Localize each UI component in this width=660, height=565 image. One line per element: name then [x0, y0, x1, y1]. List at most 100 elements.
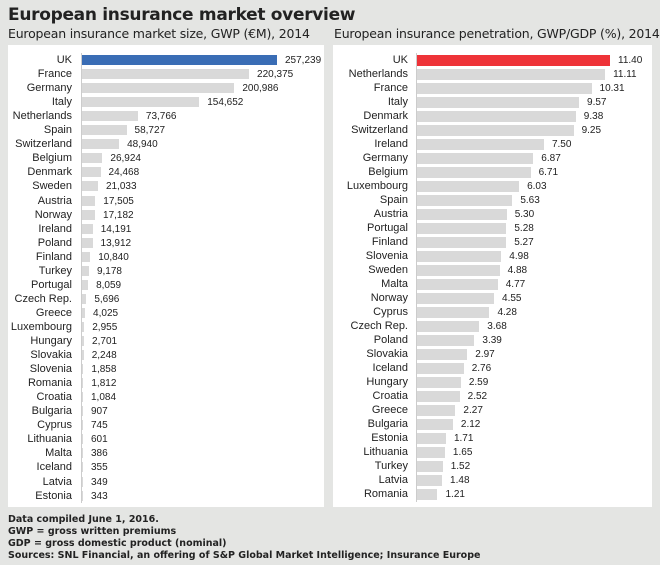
value-label: 5.28	[514, 223, 534, 234]
category-label: Austria	[373, 208, 408, 220]
value-label: 1.21	[445, 489, 465, 500]
value-label: 73,766	[145, 111, 177, 123]
value-label: 4.77	[505, 279, 526, 290]
value-label: 21,033	[105, 181, 137, 193]
category-label: Spain	[43, 124, 72, 137]
bar	[417, 335, 475, 346]
value-label: 220,375	[257, 69, 294, 81]
category-label: Norway	[370, 292, 408, 304]
category-label: Germany	[362, 152, 408, 164]
value-label: 5.30	[514, 209, 535, 220]
category-label: Croatia	[36, 391, 72, 404]
value-label: 3.39	[482, 335, 502, 346]
bar	[417, 405, 456, 416]
category-label: Malta	[381, 278, 408, 290]
value-label: 601	[91, 434, 108, 446]
bar	[82, 462, 83, 473]
value-label: 9,178	[96, 265, 122, 277]
bar	[417, 97, 580, 108]
axis-line	[81, 53, 82, 503]
category-label: Estonia	[371, 432, 408, 444]
value-label: 9.57	[587, 97, 607, 108]
bar	[417, 489, 438, 500]
bar	[417, 377, 461, 388]
category-label: Czech Rep.	[350, 320, 408, 332]
bar	[82, 364, 84, 375]
category-label: Finland	[371, 236, 408, 248]
value-label: 5.63	[520, 195, 540, 206]
value-label: 10,840	[98, 251, 129, 263]
value-label: 1.52	[450, 461, 471, 472]
value-label: 4.88	[507, 265, 528, 276]
value-label: 1,084	[91, 392, 117, 404]
bar	[82, 195, 96, 206]
category-label: Slovenia	[29, 363, 72, 376]
value-label: 1.48	[450, 475, 470, 486]
category-label: Spain	[379, 194, 408, 206]
bar	[82, 378, 84, 389]
value-label: 257,239	[285, 55, 322, 66]
bar	[82, 153, 103, 164]
category-label: France	[37, 68, 72, 81]
bar	[82, 209, 96, 220]
bar	[82, 490, 83, 501]
category-label: Greece	[371, 404, 408, 416]
value-label: 17,182	[103, 209, 134, 221]
bar	[417, 195, 513, 206]
value-label: 26,924	[110, 153, 141, 165]
bar	[417, 293, 495, 304]
value-label: 17,505	[103, 195, 134, 207]
category-label: Netherlands	[12, 110, 72, 123]
penetration-chart: UK 11.40 Netherlands 11.11 France 10.31 Italy 9…	[333, 45, 652, 507]
value-label: 4.98	[509, 251, 529, 262]
category-label: Lithuania	[363, 446, 408, 458]
value-label: 2.27	[463, 405, 483, 416]
value-label: 343	[91, 490, 108, 502]
value-label: 3.68	[487, 321, 507, 332]
category-label: Hungary	[30, 335, 72, 347]
bar	[417, 55, 610, 66]
bar	[417, 83, 592, 94]
bar	[417, 391, 460, 402]
value-label: 2.59	[468, 377, 489, 388]
value-label: 2.97	[475, 349, 495, 360]
category-label: Bulgaria	[367, 418, 408, 430]
bar	[417, 349, 468, 360]
bar	[82, 406, 83, 417]
bar	[82, 448, 83, 459]
value-label: 48,940	[127, 139, 158, 151]
axis-line	[416, 53, 417, 502]
value-label: 6.03	[527, 181, 547, 192]
category-label: Slovakia	[366, 348, 408, 360]
value-label: 1,812	[91, 378, 117, 390]
category-label: Hungary	[366, 376, 408, 388]
bar	[82, 321, 85, 332]
category-label: Greece	[35, 306, 72, 319]
bar	[82, 55, 277, 65]
value-label: 4.55	[502, 293, 522, 304]
value-label: 24,468	[108, 167, 140, 179]
category-label: France	[373, 82, 408, 94]
bar	[82, 181, 98, 192]
bar	[82, 111, 138, 122]
bar	[417, 209, 507, 220]
category-label: Belgium	[368, 166, 408, 178]
bar	[417, 363, 464, 374]
category-label: Latvia	[42, 475, 72, 488]
right-chart-title: European insurance penetration, GWP/GDP …	[334, 26, 660, 41]
bar	[417, 167, 531, 178]
value-label: 5,696	[94, 293, 120, 305]
value-label: 4,025	[93, 307, 119, 319]
footnote: GWP = gross written premiums	[8, 526, 177, 537]
value-label: 7.50	[551, 139, 572, 150]
category-label: Romania	[27, 377, 72, 390]
category-label: Portugal	[367, 222, 408, 234]
category-label: Portugal	[31, 278, 72, 291]
category-label: Turkey	[38, 264, 72, 277]
value-label: 8,059	[96, 279, 122, 291]
bar	[417, 461, 443, 472]
left-chart-title: European insurance market size, GWP (€M)…	[8, 26, 310, 41]
category-label: UK	[392, 54, 408, 66]
value-label: 2.76	[471, 363, 492, 374]
value-label: 2,248	[91, 350, 117, 362]
